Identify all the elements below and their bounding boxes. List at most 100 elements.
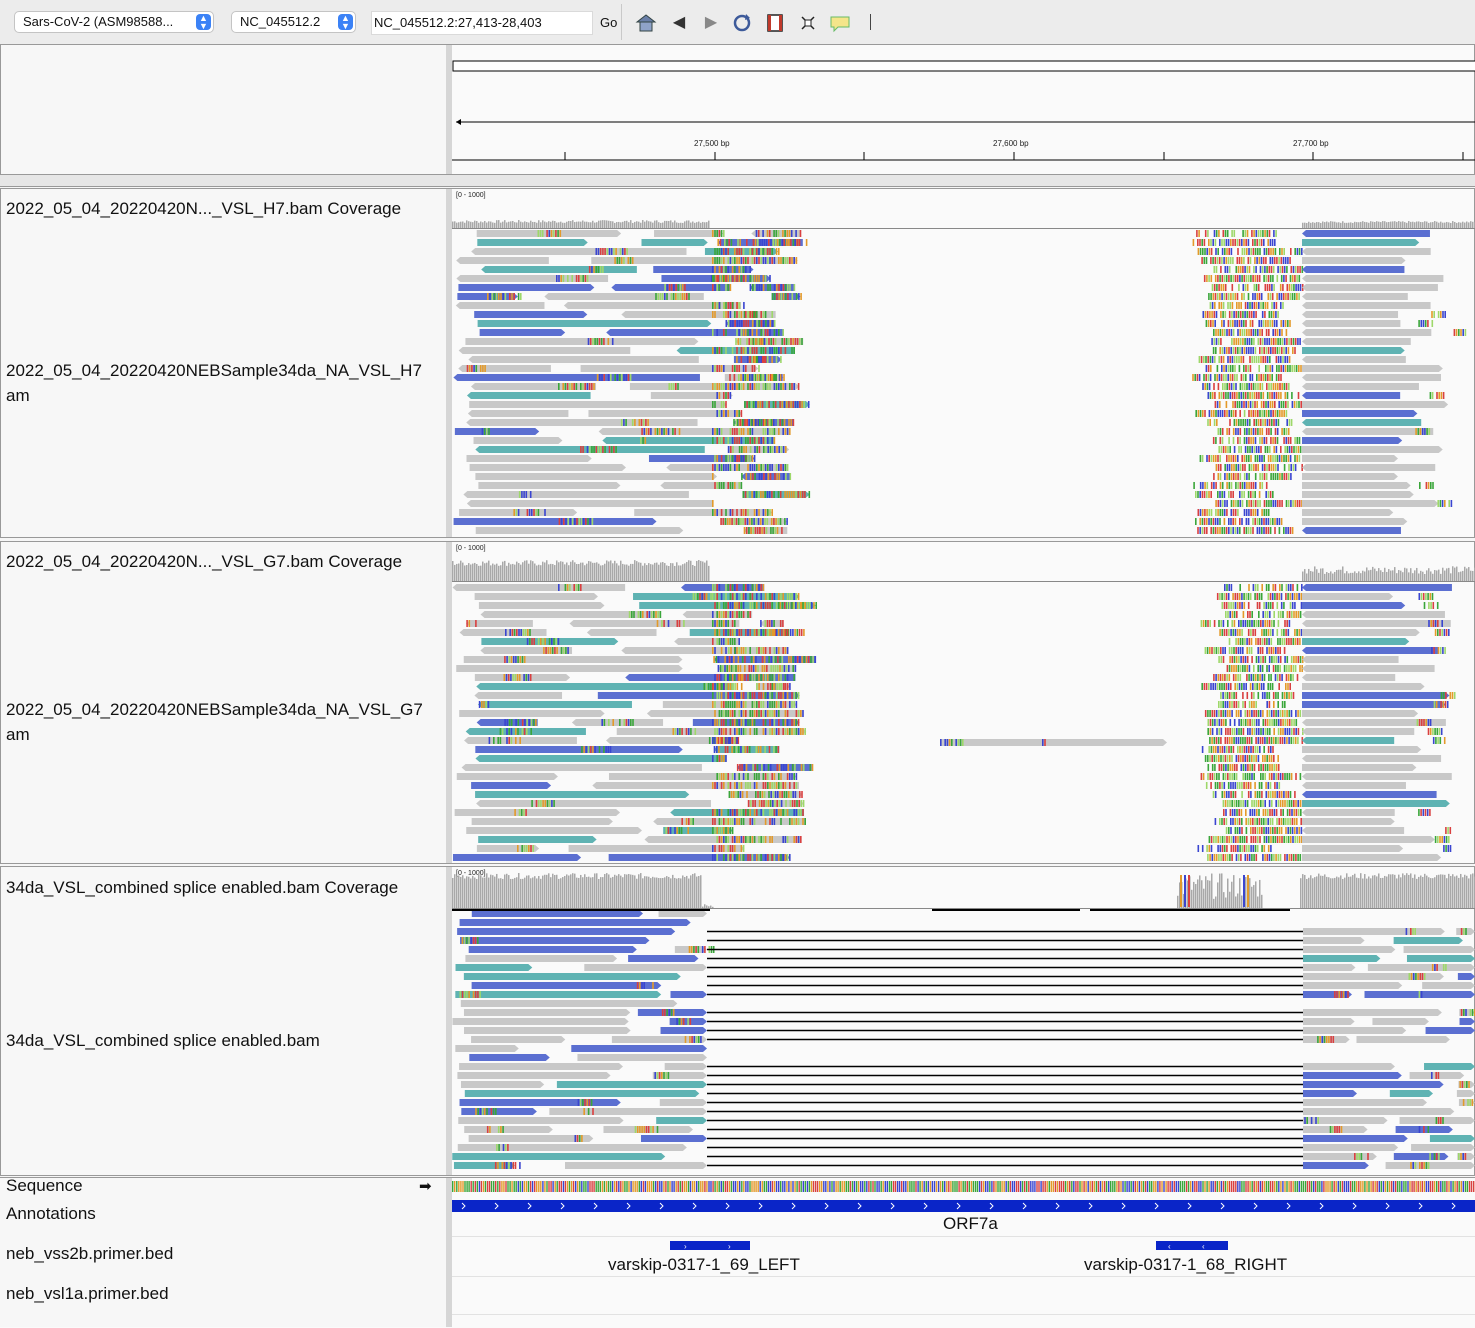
sequence-track[interactable]	[452, 1181, 1475, 1193]
read	[1302, 455, 1398, 462]
ruler-ticks	[565, 152, 1463, 160]
back-icon[interactable]: ◀	[668, 12, 690, 34]
read	[1303, 982, 1402, 989]
read	[1302, 665, 1435, 672]
read	[461, 1000, 678, 1007]
read	[457, 773, 558, 780]
read	[728, 446, 789, 453]
panel-splitter[interactable]	[0, 175, 1475, 187]
ruler-tick-label: 27,600 bp	[993, 139, 1029, 148]
read	[744, 527, 788, 534]
read	[1302, 683, 1425, 690]
read	[1303, 955, 1380, 962]
refresh-icon[interactable]	[731, 12, 753, 34]
strand-arrow-icon[interactable]: ➡	[419, 1177, 432, 1195]
read	[638, 1009, 707, 1016]
sequence-bases	[452, 1181, 1475, 1192]
read	[1302, 800, 1450, 807]
h7-coverage-track-name[interactable]: 2022_05_04_20220420N..._VSL_H7.bam Cover…	[6, 199, 442, 219]
read	[477, 845, 539, 852]
read	[455, 1045, 518, 1052]
read	[1460, 1018, 1475, 1025]
g7-coverage-track-name[interactable]: 2022_05_04_20220420N..._VSL_G7.bam Cover…	[6, 552, 442, 572]
h7-alignment-track-name[interactable]: 2022_05_04_20220420NEBSample34da_NA_VSL_…	[6, 361, 442, 381]
read	[464, 1126, 553, 1133]
read	[940, 739, 1167, 746]
vss2b-track-name[interactable]: neb_vss2b.primer.bed	[6, 1244, 173, 1264]
read	[455, 809, 620, 816]
primer-left-feature[interactable]: › ›	[670, 1240, 750, 1252]
read	[1302, 473, 1398, 480]
primer-right-feature[interactable]: ‹ ‹	[1156, 1240, 1228, 1252]
read	[459, 347, 631, 354]
toolbar: Sars-CoV-2 (ASM98588... ▲▼ NC_045512.2 ▲…	[0, 0, 1475, 45]
combined-coverage-track-name[interactable]: 34da_VSL_combined splice enabled.bam Cov…	[6, 878, 442, 898]
read	[1302, 356, 1406, 363]
read	[453, 854, 581, 861]
genome-dropdown[interactable]: Sars-CoV-2 (ASM98588... ▲▼	[14, 11, 214, 33]
read	[474, 692, 562, 699]
g7-alignment-track-name[interactable]: 2022_05_04_20220420NEBSample34da_NA_VSL_…	[6, 700, 442, 720]
read	[1302, 836, 1435, 843]
sequence-track-name[interactable]: Sequence	[6, 1176, 83, 1196]
read	[477, 239, 587, 246]
forward-icon[interactable]: ▶	[700, 12, 722, 34]
read	[1302, 500, 1438, 507]
ruler-track[interactable]	[452, 45, 1475, 174]
combined-coverage-track[interactable]	[452, 867, 1475, 909]
read	[1407, 955, 1475, 962]
combined-alignment-track-name[interactable]: 34da_VSL_combined splice enabled.bam	[6, 1031, 442, 1051]
read	[469, 946, 637, 953]
read	[476, 800, 711, 807]
read	[572, 719, 663, 726]
g7-alignment-track[interactable]	[452, 583, 1475, 863]
combined-alignment-track[interactable]	[452, 909, 1475, 1175]
g7-coverage-track[interactable]	[452, 542, 1475, 582]
read	[1302, 764, 1416, 771]
read	[653, 818, 806, 825]
h7-coverage-track[interactable]	[452, 189, 1475, 229]
read	[478, 836, 596, 843]
read	[464, 973, 681, 980]
chromosome-ideogram[interactable]	[453, 61, 1475, 71]
read	[475, 593, 598, 600]
read	[452, 1153, 665, 1160]
read	[549, 1108, 707, 1115]
read	[465, 1090, 699, 1097]
read	[461, 1108, 537, 1115]
vsl1a-track-name[interactable]: neb_vsl1a.primer.bed	[6, 1284, 169, 1304]
read	[1400, 1117, 1475, 1124]
read	[481, 611, 660, 618]
read	[470, 464, 626, 471]
read	[1302, 593, 1393, 600]
home-icon[interactable]	[635, 12, 657, 34]
read	[584, 964, 707, 971]
read	[1302, 320, 1400, 327]
read	[467, 455, 592, 462]
h7-alignment-track[interactable]	[452, 229, 1475, 537]
read	[599, 428, 789, 435]
read	[479, 602, 605, 609]
locus-input[interactable]: NC_045512.2:27,413-28,403	[371, 11, 593, 35]
read	[452, 1018, 628, 1025]
orf7a-gene-feature[interactable]	[452, 1198, 1475, 1214]
junction-bar	[1090, 909, 1290, 911]
roi-icon[interactable]	[764, 12, 786, 34]
resize-icon[interactable]	[797, 12, 819, 34]
read	[458, 1144, 687, 1151]
read	[1302, 674, 1395, 681]
read	[659, 910, 707, 917]
read	[1303, 1090, 1357, 1097]
popup-text-icon[interactable]	[829, 12, 851, 34]
read	[475, 791, 689, 798]
read	[1302, 446, 1443, 453]
read	[1404, 946, 1475, 953]
read	[569, 845, 745, 852]
read	[1426, 1027, 1475, 1034]
annotations-track-name[interactable]: Annotations	[6, 1204, 96, 1224]
chromosome-dropdown[interactable]: NC_045512.2 ▲▼	[231, 11, 356, 33]
go-button[interactable]: Go	[600, 15, 617, 30]
read	[1303, 1009, 1442, 1016]
read	[463, 491, 689, 498]
track-separator	[452, 1276, 1475, 1277]
